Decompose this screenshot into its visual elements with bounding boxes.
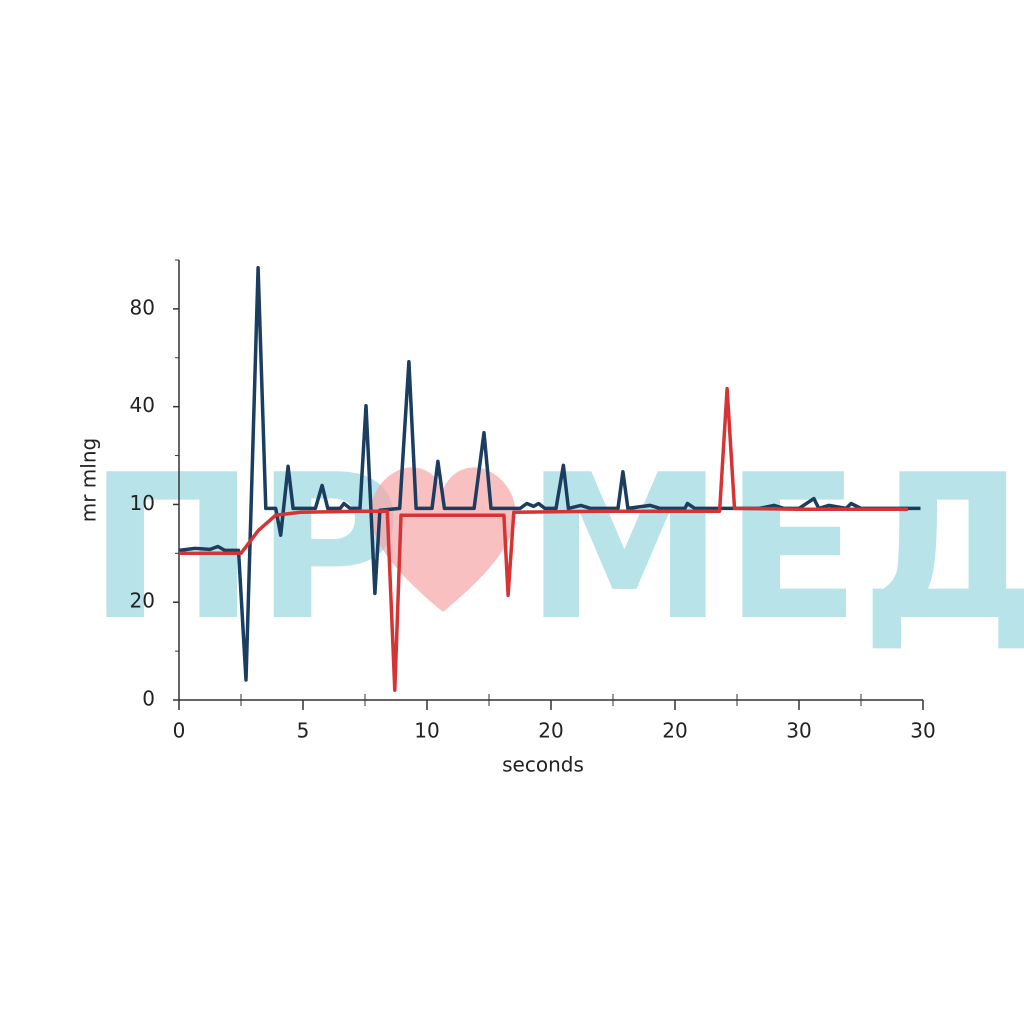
watermark: МЕД: [525, 432, 1024, 665]
x-tick-label: 0: [173, 719, 186, 743]
x-tick-label: 10: [414, 719, 439, 743]
y-axis-label: mr mlng: [77, 438, 101, 522]
x-tick-label: 20: [662, 719, 687, 743]
y-tick-label: 0: [142, 687, 155, 711]
y-tick-label: 80: [130, 295, 155, 319]
x-axis-label: seconds: [502, 753, 584, 777]
x-tick-label: 30: [786, 719, 811, 743]
y-tick-label: 20: [130, 589, 155, 613]
y-tick-label: 40: [130, 393, 155, 417]
watermark-heart: [370, 467, 516, 612]
x-tick-label: 5: [297, 719, 310, 743]
series-line: [179, 386, 909, 692]
x-tick-label: 30: [910, 719, 935, 743]
x-tick-label: 20: [538, 719, 563, 743]
y-tick-label: 10: [130, 491, 155, 515]
